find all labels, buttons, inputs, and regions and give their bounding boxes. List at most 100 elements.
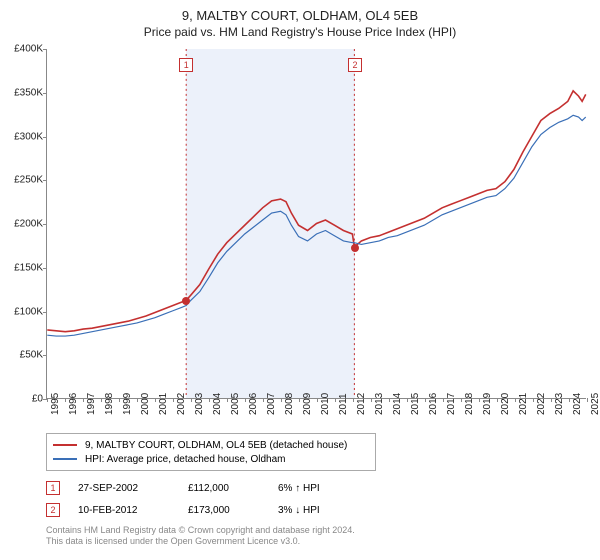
event-marker-2: 2 (348, 58, 362, 72)
event-row: 2 10-FEB-2012£173,0003% ↓ HPI (46, 499, 600, 521)
x-axis-tick-label: 2006 (248, 393, 259, 415)
sale-point-dot (351, 244, 359, 252)
x-axis-tick-mark (101, 398, 102, 402)
footer-line-1: Contains HM Land Registry data © Crown c… (46, 525, 600, 536)
x-axis-tick-mark (155, 398, 156, 402)
event-price: £173,000 (188, 505, 278, 516)
x-axis-tick-mark (407, 398, 408, 402)
y-axis-tick-label: £150K (1, 262, 43, 273)
x-axis-tick-mark (227, 398, 228, 402)
x-axis-tick-label: 1997 (86, 393, 97, 415)
x-axis-tick-mark (137, 398, 138, 402)
x-axis-tick-label: 2018 (464, 393, 475, 415)
x-axis-tick-label: 2000 (140, 393, 151, 415)
chart-lines-svg (47, 49, 586, 398)
x-axis-tick-label: 2005 (230, 393, 241, 415)
event-delta: 6% ↑ HPI (278, 483, 368, 494)
x-axis-tick-label: 1998 (104, 393, 115, 415)
x-axis-tick-label: 2025 (590, 393, 600, 415)
chart-container: 9, MALTBY COURT, OLDHAM, OL4 5EB Price p… (0, 0, 600, 560)
legend-swatch (53, 444, 77, 446)
x-axis-tick-label: 2021 (518, 393, 529, 415)
y-axis-tick-mark (43, 93, 47, 94)
y-axis-tick-mark (43, 355, 47, 356)
x-axis-tick-label: 2015 (410, 393, 421, 415)
event-number-box: 2 (46, 503, 60, 517)
x-axis-tick-label: 2008 (284, 393, 295, 415)
chart-title: 9, MALTBY COURT, OLDHAM, OL4 5EB (0, 0, 600, 23)
x-axis-tick-mark (281, 398, 282, 402)
event-date: 27-SEP-2002 (78, 483, 188, 494)
x-axis-tick-mark (119, 398, 120, 402)
legend-label: 9, MALTBY COURT, OLDHAM, OL4 5EB (detach… (85, 440, 347, 451)
event-table: 127-SEP-2002£112,0006% ↑ HPI210-FEB-2012… (46, 477, 600, 521)
x-axis-tick-mark (461, 398, 462, 402)
event-date: 10-FEB-2012 (78, 505, 188, 516)
y-axis-tick-label: £200K (1, 219, 43, 230)
x-axis-tick-mark (65, 398, 66, 402)
y-axis-tick-mark (43, 180, 47, 181)
x-axis-tick-mark (209, 398, 210, 402)
legend-label: HPI: Average price, detached house, Oldh… (85, 454, 286, 465)
x-axis-tick-label: 2013 (374, 393, 385, 415)
y-axis-tick-mark (43, 312, 47, 313)
footer-line-2: This data is licensed under the Open Gov… (46, 536, 600, 547)
x-axis-tick-label: 2001 (158, 393, 169, 415)
event-delta: 3% ↓ HPI (278, 505, 368, 516)
y-axis-tick-mark (43, 224, 47, 225)
y-axis-tick-mark (43, 268, 47, 269)
x-axis-tick-label: 2004 (212, 393, 223, 415)
legend-swatch (53, 458, 77, 460)
x-axis-tick-label: 2022 (536, 393, 547, 415)
x-axis-tick-mark (299, 398, 300, 402)
event-marker-1: 1 (179, 58, 193, 72)
x-axis-tick-label: 2014 (392, 393, 403, 415)
series-hpi (47, 115, 585, 336)
x-axis-tick-mark (173, 398, 174, 402)
x-axis-tick-label: 2020 (500, 393, 511, 415)
event-number-box: 1 (46, 481, 60, 495)
event-row: 127-SEP-2002£112,0006% ↑ HPI (46, 477, 600, 499)
chart-subtitle: Price paid vs. HM Land Registry's House … (0, 23, 600, 39)
x-axis-tick-mark (83, 398, 84, 402)
x-axis-tick-label: 2002 (176, 393, 187, 415)
y-axis-tick-label: £250K (1, 175, 43, 186)
x-axis-tick-mark (335, 398, 336, 402)
x-axis-tick-label: 2024 (572, 393, 583, 415)
x-axis-tick-mark (317, 398, 318, 402)
x-axis-tick-label: 2016 (428, 393, 439, 415)
x-axis-tick-mark (497, 398, 498, 402)
x-axis-tick-label: 2010 (320, 393, 331, 415)
y-axis-tick-label: £50K (1, 350, 43, 361)
x-axis-tick-mark (425, 398, 426, 402)
x-axis-tick-mark (587, 398, 588, 402)
y-axis-tick-label: £350K (1, 87, 43, 98)
x-axis-tick-label: 2019 (482, 393, 493, 415)
x-axis-tick-mark (47, 398, 48, 402)
x-axis-tick-mark (353, 398, 354, 402)
x-axis-tick-label: 1996 (68, 393, 79, 415)
x-axis-tick-label: 1999 (122, 393, 133, 415)
sale-point-dot (182, 297, 190, 305)
x-axis-tick-mark (245, 398, 246, 402)
x-axis-tick-label: 1995 (50, 393, 61, 415)
x-axis-tick-mark (515, 398, 516, 402)
x-axis-tick-mark (191, 398, 192, 402)
series-price_paid (47, 91, 585, 332)
x-axis-tick-mark (389, 398, 390, 402)
x-axis-tick-label: 2012 (356, 393, 367, 415)
x-axis-tick-label: 2009 (302, 393, 313, 415)
x-axis-tick-mark (479, 398, 480, 402)
y-axis-tick-label: £400K (1, 44, 43, 55)
x-axis-tick-mark (533, 398, 534, 402)
x-axis-tick-mark (569, 398, 570, 402)
y-axis-tick-label: £300K (1, 131, 43, 142)
x-axis-tick-mark (443, 398, 444, 402)
y-axis-tick-label: £100K (1, 306, 43, 317)
x-axis-tick-label: 2017 (446, 393, 457, 415)
y-axis-tick-label: £0 (1, 394, 43, 405)
x-axis-tick-label: 2023 (554, 393, 565, 415)
x-axis-tick-mark (371, 398, 372, 402)
x-axis-tick-mark (551, 398, 552, 402)
x-axis-tick-label: 2007 (266, 393, 277, 415)
